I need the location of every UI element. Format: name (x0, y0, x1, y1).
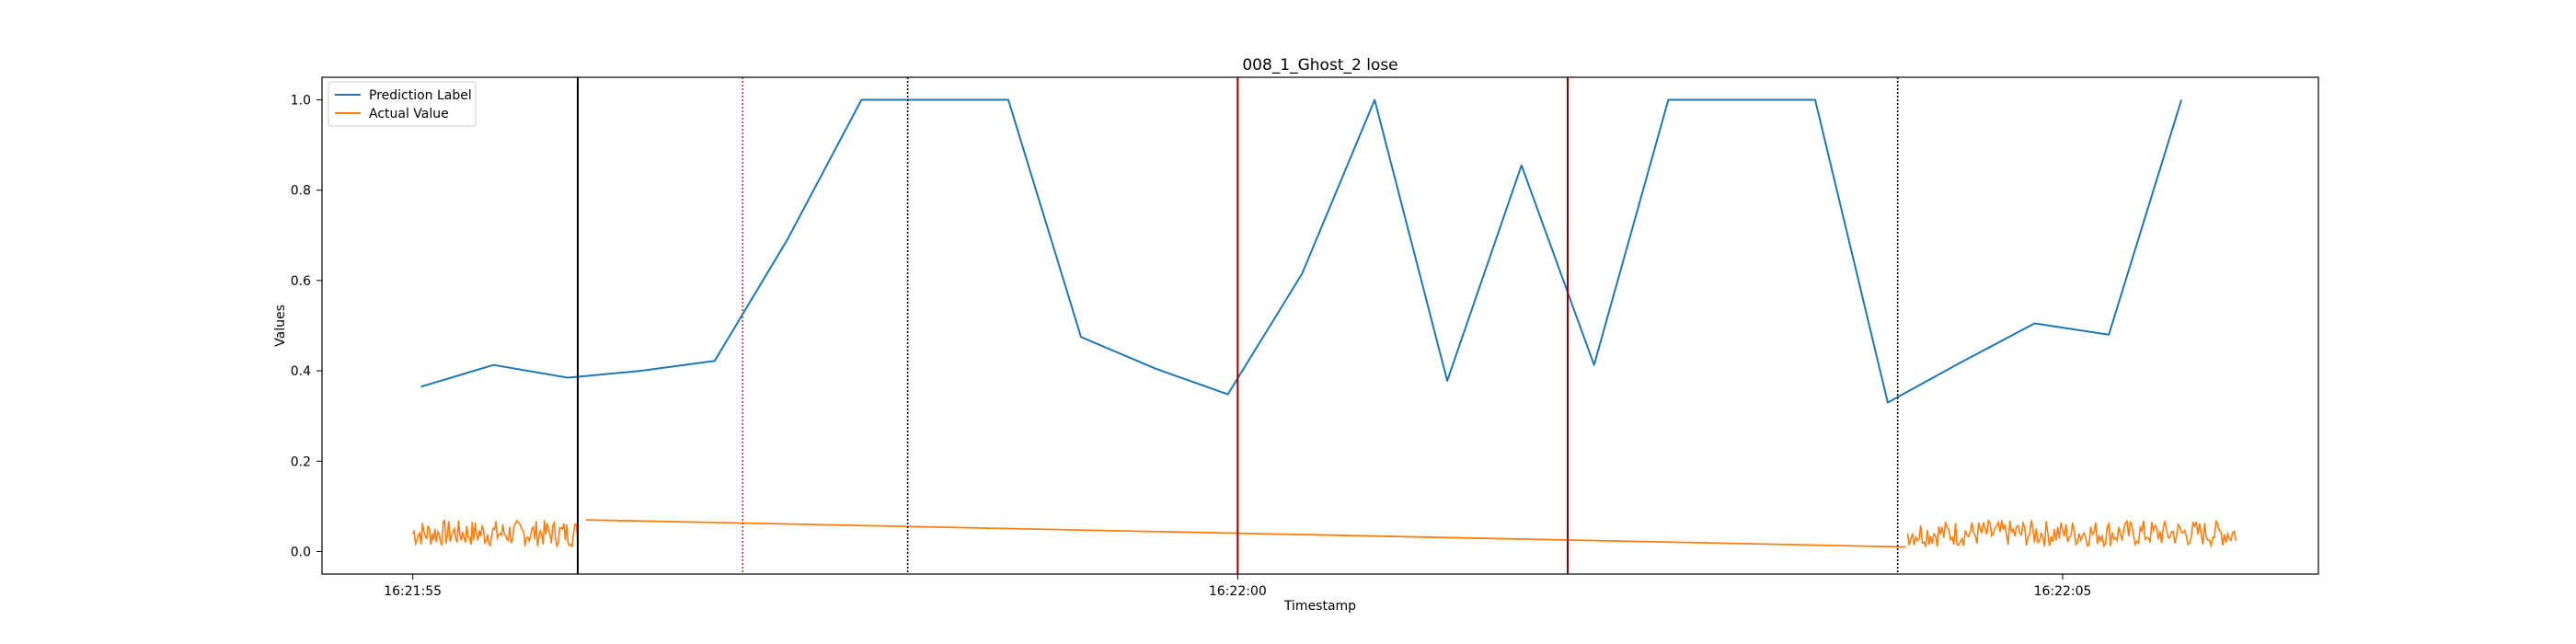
chart-title: 008_1_Ghost_2 lose (1242, 56, 1397, 75)
legend-label-actual: Actual Value (369, 107, 449, 121)
y-tick-label: 0.8 (291, 184, 311, 199)
x-axis-label: Timestamp (1283, 599, 1356, 614)
y-tick-label: 0.4 (291, 364, 311, 379)
y-axis: 0.0 0.2 0.4 0.6 0.8 1.0 (291, 94, 322, 559)
series-line-actual-value-segment (1906, 519, 2237, 548)
series-line-actual-value-segment (411, 519, 579, 549)
plot-frame (321, 76, 2319, 575)
y-tick-label: 1.0 (291, 94, 311, 109)
legend: Prediction Label Actual Value (328, 81, 477, 127)
y-tick-label: 0.0 (291, 545, 311, 559)
series-line-actual-value-trend (585, 519, 1906, 548)
x-axis: 16:21:55 16:22:00 16:22:05 (384, 574, 2091, 599)
legend-label-prediction: Prediction Label (369, 88, 472, 103)
legend-box (328, 81, 477, 127)
y-axis-label: Values (273, 305, 288, 347)
x-tick-label: 16:22:00 (1209, 584, 1267, 599)
series-line-prediction-label (420, 98, 2183, 404)
y-tick-label: 0.6 (291, 274, 311, 289)
plot-area (411, 77, 2237, 574)
y-tick-label: 0.2 (291, 454, 311, 469)
x-tick-label: 16:22:05 (2034, 584, 2092, 599)
x-tick-label: 16:21:55 (384, 584, 442, 599)
